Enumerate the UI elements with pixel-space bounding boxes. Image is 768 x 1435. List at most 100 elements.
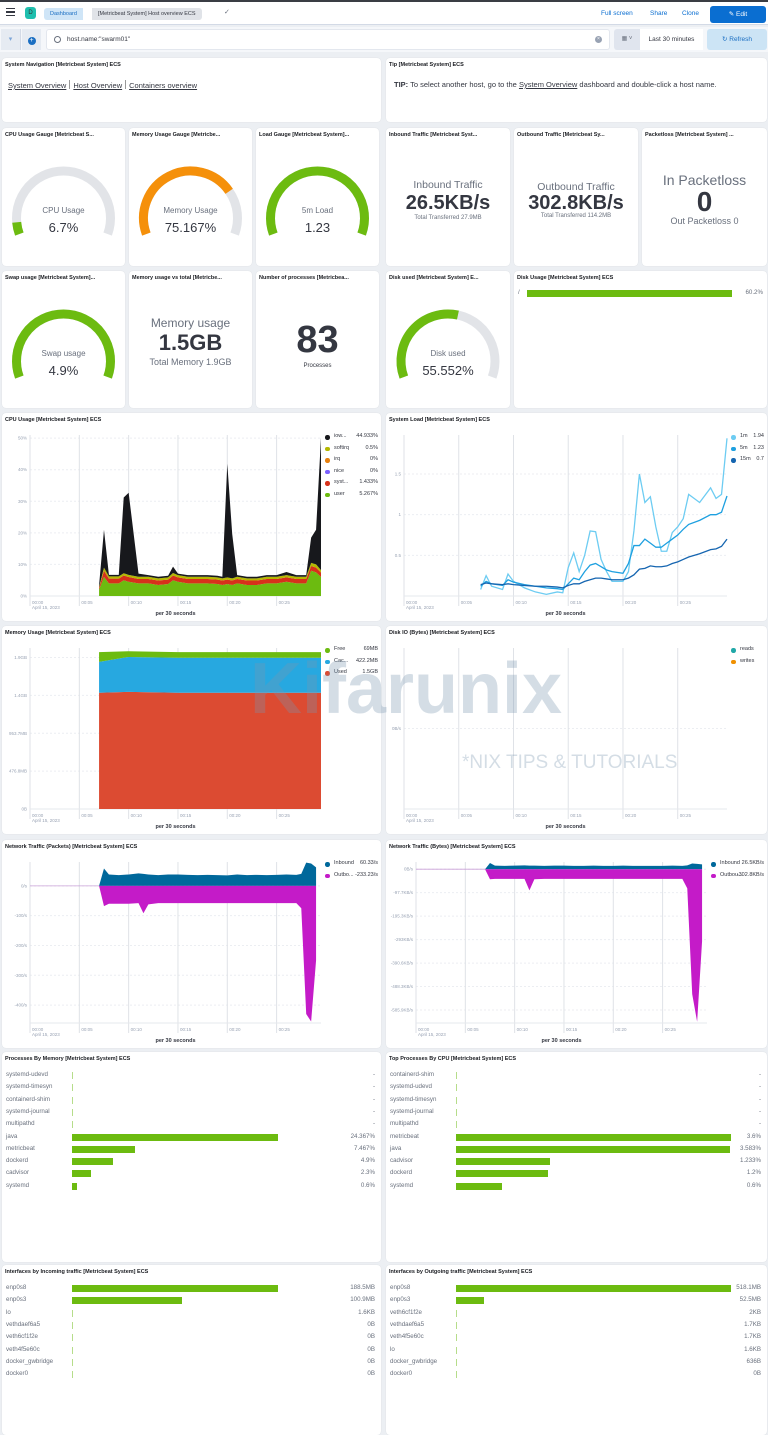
legend-item-5m[interactable]: 5m 1.23	[731, 445, 764, 457]
legend-item-iowait[interactable]: iow... 44.933%	[325, 433, 378, 445]
list-item[interactable]: metricbeat 7.467%	[6, 1144, 375, 1156]
list-item[interactable]: dockerd 1.2%	[390, 1168, 761, 1180]
link-system-overview[interactable]: System Overview	[518, 80, 578, 89]
x-tick-label: 00:15	[570, 600, 582, 605]
list-item[interactable]: systemd 0.6%	[6, 1181, 375, 1193]
date-range-picker[interactable]: Last 30 minutes	[640, 29, 703, 50]
edit-button[interactable]: ✎ Edit	[710, 6, 766, 23]
link-containers-overview[interactable]: Containers overview	[129, 81, 198, 90]
legend-value: 69MB	[363, 646, 378, 652]
list-item[interactable]: docker_gwbridge 636B	[390, 1357, 761, 1369]
legend-item-1m[interactable]: 1m 1.94	[731, 433, 764, 445]
item-value: 52.5MB	[739, 1296, 761, 1304]
list-item[interactable]: java 24.367%	[6, 1132, 375, 1144]
list-item[interactable]: containerd-shim -	[6, 1095, 375, 1107]
list-item[interactable]: java 3.583%	[390, 1144, 761, 1156]
x-tick-label: 00:20	[615, 1027, 627, 1032]
legend-item-nice[interactable]: nice 0%	[325, 468, 378, 480]
list-item[interactable]: cadvisor 1.233%	[390, 1156, 761, 1168]
list-item[interactable]: docker0 0B	[6, 1369, 375, 1381]
menu-icon[interactable]	[6, 8, 15, 16]
list-item[interactable]: lo 1.6KB	[6, 1308, 375, 1320]
list-item[interactable]: veth4f5e60c 1.7KB	[390, 1332, 761, 1344]
swap-gauge-panel: Swap usage [Metricbeat System]... Swap us…	[2, 271, 125, 408]
y-tick-label: -300/s	[14, 973, 27, 978]
legend-label: Used	[334, 669, 347, 675]
legend-value: 1.433%	[359, 479, 378, 485]
list-item[interactable]: enp0s8 518.1MB	[390, 1283, 761, 1295]
legend-item-Used[interactable]: Used 1.5GB	[325, 669, 378, 681]
list-item[interactable]: containerd-shim -	[390, 1070, 761, 1082]
legend-dot	[711, 873, 716, 878]
system-navigation-panel: System Navigation [Metricbeat System] EC…	[2, 58, 381, 122]
list-item[interactable]: multipathd -	[6, 1119, 375, 1131]
item-name: veth6cf1f2e	[6, 1333, 38, 1341]
add-filter-button[interactable]: +	[22, 29, 41, 50]
area-user	[99, 570, 322, 596]
legend-item-reads[interactable]: reads	[731, 646, 764, 658]
memory-gauge-panel: Memory Usage Gauge [Metricbe... Memory Us…	[129, 128, 252, 266]
list-item[interactable]: dockerd 4.9%	[6, 1156, 375, 1168]
link-host-overview[interactable]: Host Overview	[73, 81, 123, 90]
list-item[interactable]: systemd-udevd -	[6, 1070, 375, 1082]
legend-item-Outbound[interactable]: Outbou... -302.8KB/s	[711, 872, 764, 884]
list-item[interactable]: docker0 0B	[390, 1369, 761, 1381]
list-item[interactable]: systemd-journal -	[390, 1107, 761, 1119]
filter-icon[interactable]: ▾	[1, 29, 21, 50]
list-item[interactable]: systemd-timesyn -	[6, 1082, 375, 1094]
item-value: 188.5MB	[350, 1284, 375, 1291]
legend-label: iow...	[334, 433, 347, 439]
item-bar	[72, 1182, 78, 1190]
list-item[interactable]: enp0s8 188.5MB	[6, 1283, 375, 1295]
list-item[interactable]: cadvisor 2.3%	[6, 1168, 375, 1180]
gauge-label: Disk used	[430, 349, 466, 358]
list-item[interactable]: enp0s3 100.9MB	[6, 1295, 375, 1307]
legend-item-Free[interactable]: Free 69MB	[325, 646, 378, 658]
chart-svg: 0B/s -97.7KB/s -195.3KB/s -293KB/s -390.6KB/…	[391, 862, 707, 1044]
list-item[interactable]: systemd 0.6%	[390, 1181, 761, 1193]
gauge-fill	[12, 309, 115, 379]
full-screen-button[interactable]: Full screen	[601, 10, 633, 17]
list-item[interactable]: systemd-udevd -	[390, 1082, 761, 1094]
link-system-overview[interactable]: System Overview	[8, 81, 67, 90]
y-tick-label: 50%	[18, 436, 27, 441]
legend-item-softirq[interactable]: softirq 0.5%	[325, 445, 378, 457]
legend-item-writes[interactable]: writes	[731, 658, 764, 670]
list-item[interactable]: multipathd -	[390, 1119, 761, 1131]
x-tick-label: 00:20	[229, 813, 241, 818]
list-item[interactable]: enp0s3 52.5MB	[390, 1295, 761, 1307]
item-name: multipathd	[390, 1120, 419, 1128]
refresh-button[interactable]: ↻ Refresh	[707, 29, 767, 50]
clone-button[interactable]: Clone	[682, 10, 699, 17]
share-button[interactable]: Share	[650, 10, 668, 17]
breadcrumb-dashboard[interactable]: Dashboard	[44, 8, 83, 20]
legend-value: 1.94	[753, 433, 764, 439]
item-bar	[72, 1297, 183, 1305]
legend-item-Cache[interactable]: Cac... 422.2MB	[325, 658, 378, 670]
item-name: systemd-udevd	[390, 1083, 432, 1091]
legend-item-Inbound[interactable]: Inbound 26.5KB/s	[711, 860, 764, 872]
list-item[interactable]: systemd-timesyn -	[390, 1095, 761, 1107]
list-item[interactable]: veth6cf1f2e 2KB	[390, 1308, 761, 1320]
list-item[interactable]: metricbeat 3.6%	[390, 1132, 761, 1144]
space-avatar[interactable]: D	[25, 7, 36, 19]
list-item[interactable]: vethdaef6a5 0B	[6, 1320, 375, 1332]
list-item[interactable]: veth6cf1f2e 0B	[6, 1332, 375, 1344]
legend-item-system[interactable]: syst... 1.433%	[325, 479, 378, 491]
area-Inbound	[99, 862, 317, 886]
legend-item-Outbound[interactable]: Outbo... -233.23/s	[325, 872, 378, 884]
list-item[interactable]: docker_gwbridge 0B	[6, 1357, 375, 1369]
legend-label: Cac...	[334, 657, 349, 664]
list-item[interactable]: vethdaef6a5 1.7KB	[390, 1320, 761, 1332]
list-item[interactable]: systemd-journal -	[6, 1107, 375, 1119]
legend-item-irq[interactable]: irq 0%	[325, 456, 378, 468]
legend-item-Inbound[interactable]: Inbound 60.33/s	[325, 860, 378, 872]
search-input[interactable]: host.name:"swarm01" ×	[46, 29, 610, 50]
y-tick-label: -195.3KB/s	[391, 914, 414, 919]
list-item[interactable]: lo 1.6KB	[390, 1345, 761, 1357]
legend-item-15m[interactable]: 15m 0.7	[731, 456, 764, 468]
list-item[interactable]: veth4f5e60c 0B	[6, 1345, 375, 1357]
legend-item-user[interactable]: user 5.267%	[325, 491, 378, 503]
clear-icon[interactable]: ×	[595, 36, 602, 43]
calendar-icon[interactable]: ▦ ˅	[614, 29, 640, 50]
